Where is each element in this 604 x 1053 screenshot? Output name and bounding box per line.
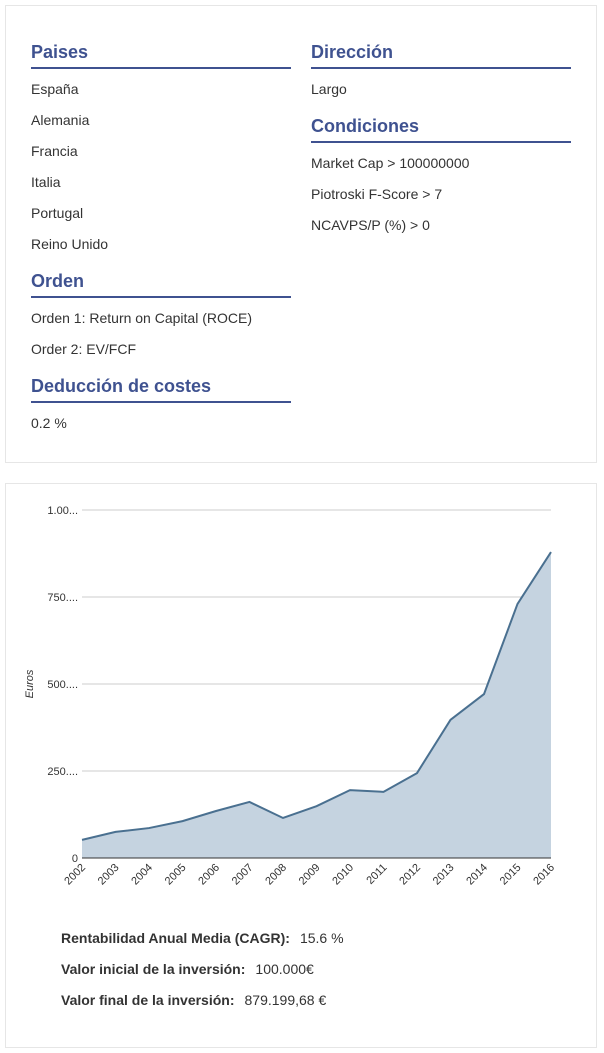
- x-tick-label: 2009: [297, 862, 323, 888]
- area: [82, 552, 551, 858]
- y-tick-label: 0: [72, 853, 78, 865]
- section: Paises España Alemania Francia Italia Portuga…: [31, 42, 291, 265]
- section-item: Orden 1: Return on Capital (ROCE): [31, 310, 252, 326]
- summary-row: Valor inicial de la inversión: 100.000€: [61, 961, 314, 977]
- section-title: Paises: [31, 42, 291, 69]
- y-axis-label: Euros: [24, 669, 36, 698]
- summary-row: Valor final de la inversión: 879.199,68 €: [61, 992, 326, 1008]
- chart: 0 250.... 500.... 750.... 1.00... Euros 2002 20…: [24, 505, 557, 888]
- x-tick-label: 2005: [163, 862, 189, 888]
- section: Condiciones Market Cap > 100000000 Piotros…: [311, 116, 571, 246]
- summary-label: Rentabilidad Anual Media (CAGR):: [61, 930, 290, 946]
- x-tick-label: 2008: [263, 862, 289, 888]
- summary-value: 15.6 %: [299, 930, 344, 946]
- section-item: Italia: [31, 174, 61, 190]
- x-tick-label: 2015: [498, 862, 524, 888]
- section-item: Market Cap > 100000000: [311, 155, 470, 171]
- x-tick-label: 2007: [230, 862, 256, 888]
- x-tick-label: 2012: [397, 862, 423, 888]
- section-item: Order 2: EV/FCF: [31, 341, 137, 357]
- line: [81, 551, 552, 841]
- y-tick-label: 750....: [47, 592, 78, 604]
- y-tick-label: 500....: [47, 679, 78, 691]
- section-item: Piotroski F-Score > 7: [311, 186, 443, 202]
- x-tick-label: 2003: [96, 862, 122, 888]
- section-item: Francia: [31, 143, 78, 159]
- summary-label: Valor inicial de la inversión:: [61, 961, 246, 977]
- x-tick-label: 2010: [330, 862, 356, 888]
- section-item: NCAVPS/P (%) > 0: [311, 217, 430, 233]
- summary-row: Rentabilidad Anual Media (CAGR): 15.6 %: [61, 930, 344, 946]
- x-tick-label: 2006: [196, 862, 222, 888]
- x-tick-label: 2013: [431, 862, 457, 888]
- y-tick-label: 250....: [47, 766, 78, 778]
- section: Dirección Largo: [311, 42, 571, 110]
- x-tick-label: 2014: [464, 862, 490, 888]
- section-item: Portugal: [31, 205, 84, 221]
- section-item: España: [31, 81, 79, 97]
- summary-value: 100.000€: [255, 961, 314, 977]
- y-tick-label: 1.00...: [47, 505, 78, 517]
- section-title: Dirección: [311, 42, 571, 69]
- column: Paises España Alemania Francia Italia Portuga…: [31, 42, 291, 450]
- section-title: Orden: [31, 271, 291, 298]
- summary-label: Valor final de la inversión:: [61, 992, 235, 1008]
- section-title: Condiciones: [311, 116, 571, 143]
- x-tick-label: 2011: [364, 862, 389, 887]
- section: Deducción de costes 0.2 %: [31, 376, 291, 444]
- section-title: Deducción de costes: [31, 376, 291, 403]
- column: Dirección Largo Condiciones Market Cap > 10…: [311, 42, 571, 252]
- x-tick-label: 2002: [62, 862, 88, 888]
- section-item: Largo: [311, 81, 347, 97]
- section: Orden Orden 1: Return on Capital (ROCE) Or…: [31, 271, 291, 370]
- x-tick-label: 2016: [531, 862, 557, 888]
- section-item: Alemania: [31, 112, 90, 128]
- section-item: 0.2 %: [31, 415, 67, 431]
- section-item: Reino Unido: [31, 236, 109, 252]
- filters-card: Paises España Alemania Francia Italia Portuga…: [5, 5, 597, 463]
- chart-card: [5, 483, 597, 1048]
- x-tick-label: 2004: [129, 862, 155, 888]
- summary-value: 879.199,68 €: [244, 992, 327, 1008]
